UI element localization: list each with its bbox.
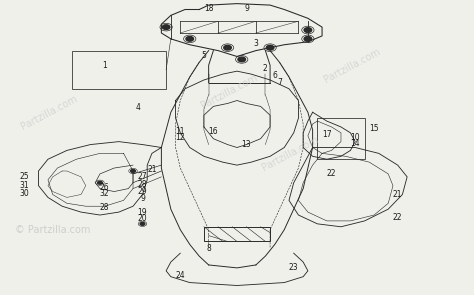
Bar (72, 51, 166, 89)
Text: 9: 9 (140, 194, 145, 203)
Text: 11: 11 (175, 127, 185, 136)
Circle shape (224, 45, 231, 50)
Text: 29: 29 (137, 187, 147, 196)
Text: 21: 21 (393, 190, 402, 199)
Bar (204, 227, 270, 241)
Text: Partzilla.com: Partzilla.com (322, 46, 382, 84)
Text: 25: 25 (19, 172, 29, 181)
Text: 20: 20 (137, 214, 147, 223)
Circle shape (266, 45, 274, 50)
Text: 26: 26 (100, 183, 109, 192)
Text: 6: 6 (273, 71, 277, 80)
Text: 2: 2 (263, 64, 268, 73)
Text: 22: 22 (393, 214, 402, 222)
Circle shape (186, 37, 193, 41)
Circle shape (162, 25, 170, 30)
Text: 15: 15 (369, 124, 379, 133)
Text: 9: 9 (244, 4, 249, 12)
Text: 3: 3 (254, 39, 258, 48)
Text: 18: 18 (204, 4, 213, 12)
Text: Partzilla.com: Partzilla.com (199, 73, 259, 111)
Circle shape (131, 170, 136, 173)
Text: 5: 5 (201, 50, 206, 60)
Text: 30: 30 (19, 189, 29, 198)
Circle shape (304, 28, 312, 32)
Text: 28: 28 (100, 203, 109, 212)
Text: 10: 10 (350, 133, 360, 142)
Text: 1: 1 (102, 61, 107, 70)
Text: Partzilla.com: Partzilla.com (19, 93, 80, 131)
Text: 27: 27 (137, 172, 147, 181)
Text: © Partzilla.com: © Partzilla.com (15, 225, 90, 235)
Text: Partzilla.com: Partzilla.com (261, 134, 320, 173)
Text: 7: 7 (277, 78, 282, 87)
Text: 21: 21 (147, 165, 157, 174)
Text: 14: 14 (350, 139, 360, 148)
Text: 28: 28 (138, 180, 147, 189)
Text: 23: 23 (289, 263, 299, 272)
Text: 17: 17 (322, 130, 332, 139)
Text: 4: 4 (135, 103, 140, 112)
Circle shape (304, 37, 312, 41)
Text: 16: 16 (209, 127, 218, 136)
Text: 32: 32 (100, 189, 109, 198)
Text: 22: 22 (327, 169, 336, 178)
Circle shape (140, 222, 145, 225)
Text: 31: 31 (19, 181, 29, 190)
Circle shape (98, 181, 102, 184)
Text: 24: 24 (175, 271, 185, 280)
Text: 19: 19 (137, 208, 147, 217)
Text: 8: 8 (206, 244, 211, 253)
Bar (318, 118, 365, 159)
Text: 12: 12 (175, 133, 185, 142)
Text: 13: 13 (242, 140, 251, 149)
Circle shape (238, 57, 246, 62)
